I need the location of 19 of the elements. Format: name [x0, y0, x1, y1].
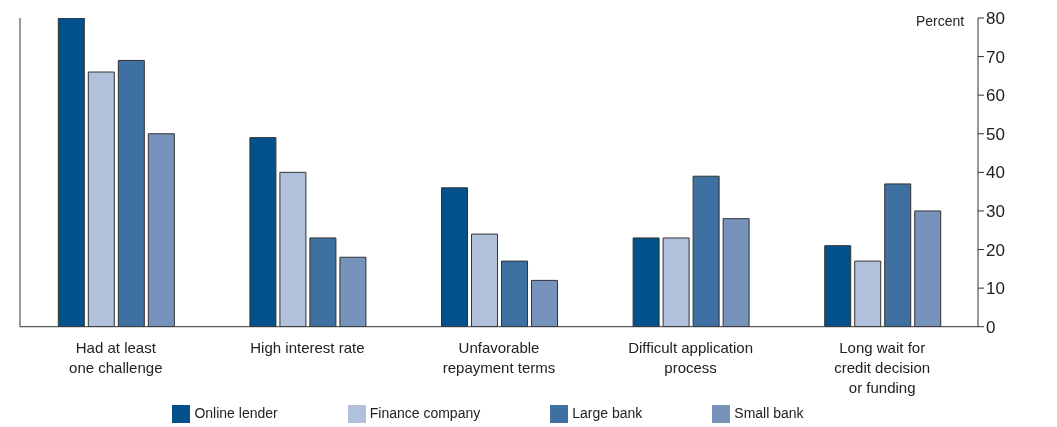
- x-tick-label: Difficult application process: [628, 338, 753, 376]
- y-tick-label: 80: [986, 9, 1005, 29]
- x-tick-label: High interest rate: [250, 338, 365, 356]
- x-tick-label: Long wait for credit decision or funding: [834, 338, 931, 396]
- y-tick-label: 30: [986, 201, 1005, 221]
- legend-label: Large bank: [572, 404, 643, 421]
- x-tick-label: Unfavorable repayment terms: [442, 338, 556, 376]
- y-tick-label: 70: [986, 47, 1005, 67]
- x-tick-label: Had at least one challenge: [69, 338, 163, 376]
- y-tick-label: 20: [986, 240, 1005, 260]
- y-tick-label: 0: [986, 317, 996, 337]
- y-tick-label: 40: [986, 163, 1005, 183]
- y-axis-title: Percent: [916, 12, 965, 29]
- y-tick-label: 10: [986, 279, 1005, 299]
- y-tick-label: 60: [986, 86, 1005, 106]
- legend-label: Small bank: [734, 404, 804, 421]
- legend-label: Finance company: [369, 404, 481, 421]
- y-tick-label: 50: [986, 124, 1005, 144]
- legend-label: Online lender: [194, 404, 278, 421]
